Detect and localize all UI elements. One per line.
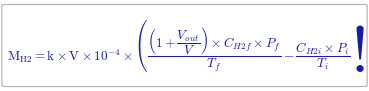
Text: $\mathrm{M_{H2} = k \times V \times 10^{-4} \times}\left(\dfrac{\left(1+\dfrac{V: $\mathrm{M_{H2} = k \times V \times 10^{… [7, 17, 365, 74]
